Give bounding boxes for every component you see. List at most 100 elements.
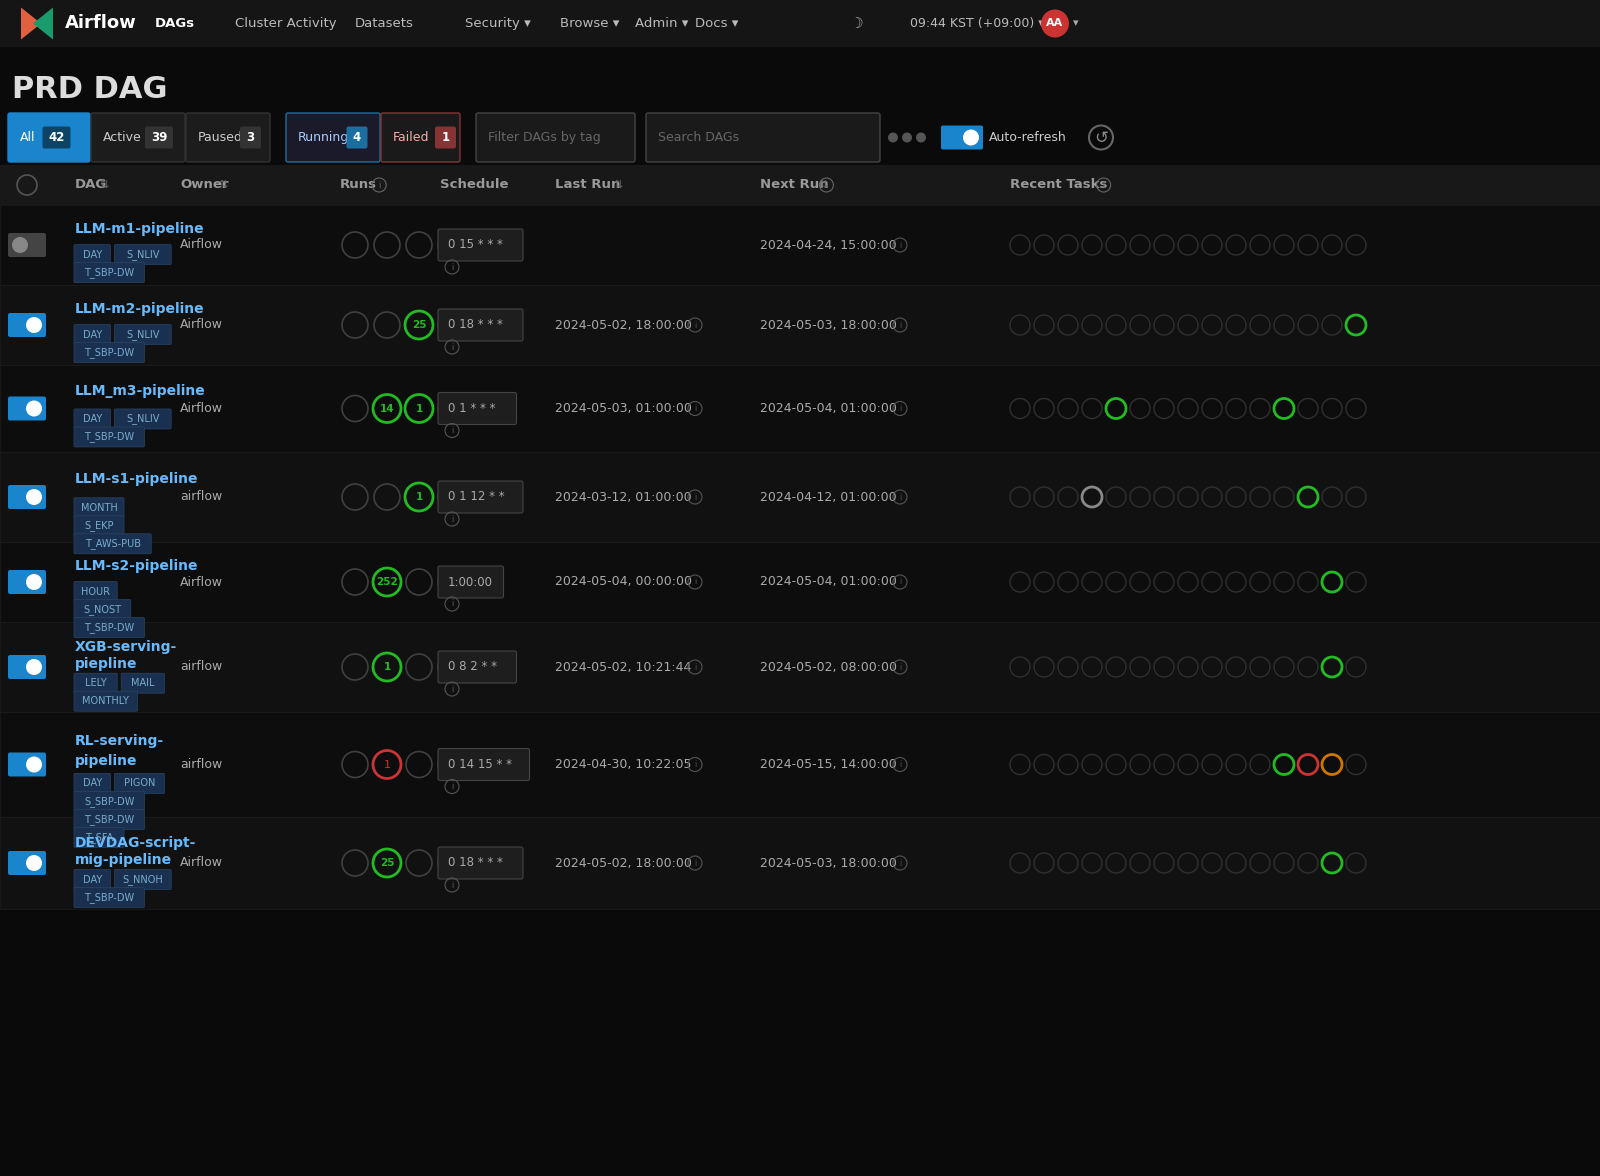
- Text: All: All: [19, 131, 35, 143]
- Text: i: i: [451, 426, 453, 435]
- Circle shape: [13, 238, 29, 253]
- Text: i: i: [378, 180, 381, 189]
- Text: DAY: DAY: [83, 249, 102, 260]
- Text: 1: 1: [384, 662, 390, 671]
- Text: i: i: [899, 321, 901, 329]
- Text: S_NLIV: S_NLIV: [126, 414, 160, 425]
- Text: 09:44 KST (+09:00) ▾: 09:44 KST (+09:00) ▾: [910, 16, 1045, 31]
- Text: i: i: [899, 493, 901, 501]
- Text: 252: 252: [376, 577, 398, 587]
- Text: DEVDAG-script-: DEVDAG-script-: [75, 836, 197, 850]
- Text: DAY: DAY: [83, 414, 102, 423]
- Text: Airflow: Airflow: [179, 319, 222, 332]
- FancyBboxPatch shape: [74, 342, 144, 362]
- FancyBboxPatch shape: [74, 262, 144, 282]
- Text: LLM-m1-pipeline: LLM-m1-pipeline: [75, 222, 205, 236]
- Text: Airflow: Airflow: [179, 856, 222, 869]
- Polygon shape: [21, 7, 42, 40]
- FancyBboxPatch shape: [438, 309, 523, 341]
- Text: Active: Active: [102, 131, 142, 143]
- Text: PRD DAG: PRD DAG: [13, 75, 168, 105]
- Text: i: i: [1102, 180, 1104, 189]
- Text: Airflow: Airflow: [179, 575, 222, 588]
- Text: i: i: [899, 577, 901, 587]
- Text: airflow: airflow: [179, 661, 222, 674]
- Text: DAGs: DAGs: [155, 16, 195, 31]
- Text: ⇅: ⇅: [613, 180, 622, 191]
- Text: Security ▾: Security ▾: [466, 16, 531, 31]
- FancyBboxPatch shape: [477, 113, 635, 162]
- Text: LLM-s2-pipeline: LLM-s2-pipeline: [75, 559, 198, 573]
- Text: 4: 4: [354, 131, 362, 143]
- Text: 2024-05-04, 00:00:00: 2024-05-04, 00:00:00: [555, 575, 691, 588]
- Text: 3: 3: [246, 131, 254, 143]
- Text: 25: 25: [379, 858, 394, 868]
- Text: i: i: [451, 342, 453, 352]
- Text: i: i: [826, 180, 827, 189]
- Text: Airflow: Airflow: [179, 402, 222, 415]
- Text: 2024-05-02, 08:00:00: 2024-05-02, 08:00:00: [760, 661, 898, 674]
- Text: 0 18 * * *: 0 18 * * *: [448, 856, 502, 869]
- Text: airflow: airflow: [179, 490, 222, 503]
- FancyBboxPatch shape: [186, 113, 270, 162]
- Text: PIGON: PIGON: [123, 779, 155, 788]
- Text: 2024-04-24, 15:00:00: 2024-04-24, 15:00:00: [760, 239, 896, 252]
- Text: i: i: [694, 493, 696, 501]
- Text: 0 1 * * *: 0 1 * * *: [448, 402, 496, 415]
- Text: airflow: airflow: [179, 759, 222, 771]
- Text: MAIL: MAIL: [131, 679, 155, 688]
- FancyBboxPatch shape: [8, 570, 46, 594]
- FancyBboxPatch shape: [438, 566, 504, 599]
- FancyBboxPatch shape: [8, 233, 46, 258]
- Circle shape: [26, 401, 42, 416]
- Text: 0 14 15 * *: 0 14 15 * *: [448, 759, 512, 771]
- FancyBboxPatch shape: [74, 791, 144, 811]
- Text: 2024-05-03, 18:00:00: 2024-05-03, 18:00:00: [760, 856, 898, 869]
- FancyBboxPatch shape: [74, 427, 144, 447]
- Text: Cluster Activity: Cluster Activity: [235, 16, 336, 31]
- Circle shape: [902, 133, 912, 142]
- Circle shape: [26, 855, 42, 871]
- Circle shape: [1042, 9, 1069, 38]
- Text: Owner: Owner: [179, 179, 229, 192]
- Text: i: i: [694, 662, 696, 671]
- Bar: [0, 285, 1600, 365]
- FancyBboxPatch shape: [122, 673, 165, 693]
- Text: LELY: LELY: [85, 679, 107, 688]
- FancyBboxPatch shape: [43, 127, 70, 148]
- Text: XGB-serving-: XGB-serving-: [75, 640, 178, 654]
- Text: 39: 39: [150, 131, 166, 143]
- Bar: [0, 817, 1600, 909]
- Text: Airflow: Airflow: [179, 239, 222, 252]
- Text: i: i: [694, 577, 696, 587]
- Text: Browse ▾: Browse ▾: [560, 16, 619, 31]
- FancyBboxPatch shape: [347, 127, 368, 148]
- Text: 1: 1: [416, 492, 422, 502]
- Text: 2024-05-03, 18:00:00: 2024-05-03, 18:00:00: [760, 319, 898, 332]
- FancyBboxPatch shape: [240, 127, 261, 148]
- Text: DAG: DAG: [75, 179, 107, 192]
- Text: 2024-05-02, 18:00:00: 2024-05-02, 18:00:00: [555, 856, 691, 869]
- FancyBboxPatch shape: [115, 409, 171, 429]
- FancyBboxPatch shape: [74, 673, 117, 693]
- Text: pipeline: pipeline: [75, 754, 138, 768]
- Text: i: i: [451, 881, 453, 889]
- FancyBboxPatch shape: [8, 113, 90, 162]
- Text: 2024-05-03, 01:00:00: 2024-05-03, 01:00:00: [555, 402, 691, 415]
- Text: i: i: [899, 858, 901, 868]
- Text: ⇅: ⇅: [99, 180, 109, 191]
- FancyBboxPatch shape: [74, 617, 144, 637]
- Text: DAY: DAY: [83, 779, 102, 788]
- Bar: [0, 622, 1600, 711]
- Text: T_SBP-DW: T_SBP-DW: [85, 267, 134, 278]
- Text: i: i: [899, 760, 901, 769]
- FancyBboxPatch shape: [74, 534, 150, 554]
- Text: 2024-05-02, 18:00:00: 2024-05-02, 18:00:00: [555, 319, 691, 332]
- Text: 2024-03-12, 01:00:00: 2024-03-12, 01:00:00: [555, 490, 691, 503]
- FancyBboxPatch shape: [115, 325, 171, 345]
- Text: LLM-m2-pipeline: LLM-m2-pipeline: [75, 302, 205, 316]
- Circle shape: [26, 318, 42, 333]
- Text: 0 18 * * *: 0 18 * * *: [448, 319, 502, 332]
- FancyBboxPatch shape: [438, 652, 517, 683]
- Text: Datasets: Datasets: [355, 16, 414, 31]
